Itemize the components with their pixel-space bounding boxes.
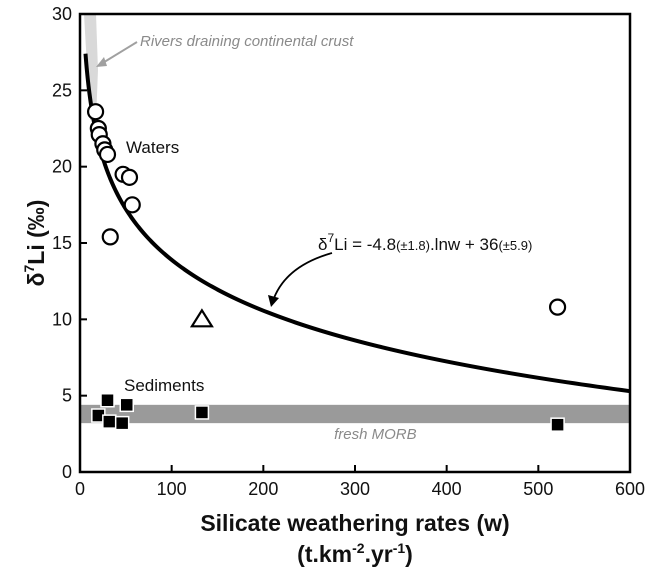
x-tick-label: 300: [340, 479, 370, 499]
y-tick-label: 0: [62, 462, 72, 482]
water-point: [101, 228, 119, 246]
x-axis-units: (t.km-2.yr-1): [297, 540, 413, 567]
x-tick-label: 200: [248, 479, 278, 499]
equation-arrow: [273, 252, 333, 299]
sediment-point: [550, 417, 565, 432]
fit-curve: [83, 53, 631, 394]
sediment-point: [100, 392, 115, 408]
rivers-field: [84, 14, 98, 120]
x-axis-title: Silicate weathering rates (w): [200, 510, 509, 536]
y-tick-label: 15: [52, 233, 72, 253]
equation-label: δ7Li = -4.8(±1.8).lnw + 36(±5.9): [318, 231, 532, 254]
y-tick-label: 30: [52, 4, 72, 24]
y-axis-title: δ7Li (‰): [21, 200, 49, 287]
sediment-point: [119, 397, 134, 413]
sediments-points: [91, 392, 565, 432]
water-point: [98, 145, 117, 164]
y-tick-label: 20: [52, 157, 72, 177]
rivers-arrowhead-icon: [96, 57, 107, 67]
water-point: [86, 103, 105, 121]
triangle-point: [189, 308, 214, 328]
x-tick-label: 100: [157, 479, 187, 499]
y-tick-label: 10: [52, 309, 72, 329]
water-point: [123, 196, 141, 214]
water-point: [120, 168, 139, 186]
triangle-point-layer: [189, 308, 214, 328]
fresh-morb-label: fresh MORB: [334, 426, 417, 443]
waters-points: [86, 103, 567, 316]
fresh-morb-band: [80, 404, 630, 424]
rivers-label: Rivers draining continental crust: [140, 33, 354, 50]
sediment-point: [102, 414, 117, 429]
sediment-point: [114, 415, 130, 431]
water-point: [548, 298, 567, 316]
equation-arrowhead-icon: [268, 295, 279, 307]
x-tick-label: 600: [615, 479, 645, 499]
y-axis-ticks: 0 5 10 15 20 25 30: [52, 4, 87, 482]
x-tick-label: 400: [432, 479, 462, 499]
x-axis-ticks: 0 100 200 300 400 500 600: [75, 465, 645, 499]
y-tick-label: 25: [52, 80, 72, 100]
rivers-arrow: [100, 41, 138, 65]
sediments-label: Sediments: [124, 376, 204, 395]
x-tick-label: 500: [523, 479, 553, 499]
x-tick-label: 0: [75, 479, 85, 499]
y-tick-label: 5: [62, 386, 72, 406]
sediment-point: [194, 405, 210, 420]
waters-label: Waters: [126, 138, 179, 157]
